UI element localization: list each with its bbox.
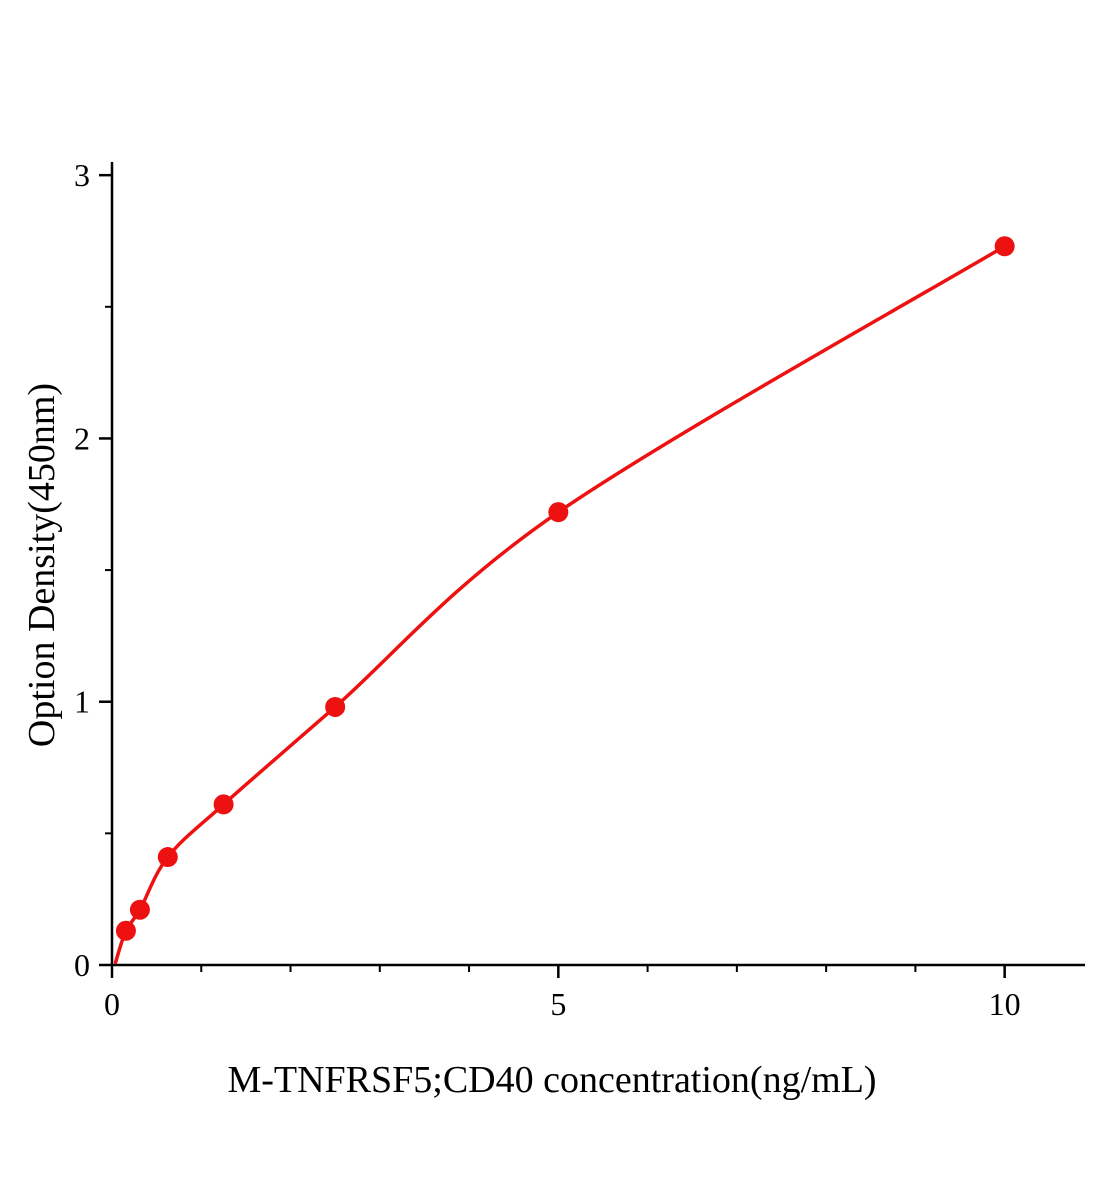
data-point — [213, 794, 234, 815]
fit-curve — [113, 244, 1007, 965]
y-axis-title: Option Density(450nm) — [21, 382, 63, 748]
data-point — [548, 502, 569, 523]
y-tick-label: 0 — [74, 947, 90, 983]
data-point — [157, 847, 178, 868]
y-tick-label: 2 — [74, 420, 90, 456]
y-tick-label: 1 — [74, 684, 90, 720]
x-tick-label: 5 — [550, 986, 566, 1022]
x-tick-label: 10 — [989, 986, 1021, 1022]
data-point — [325, 696, 346, 717]
data-point — [115, 920, 136, 941]
x-axis-title: M-TNFRSF5;CD40 concentration(ng/mL) — [227, 1059, 877, 1101]
y-tick-label: 3 — [74, 157, 90, 193]
x-tick-label: 0 — [104, 986, 120, 1022]
data-point — [129, 899, 150, 920]
data-point — [994, 236, 1015, 257]
